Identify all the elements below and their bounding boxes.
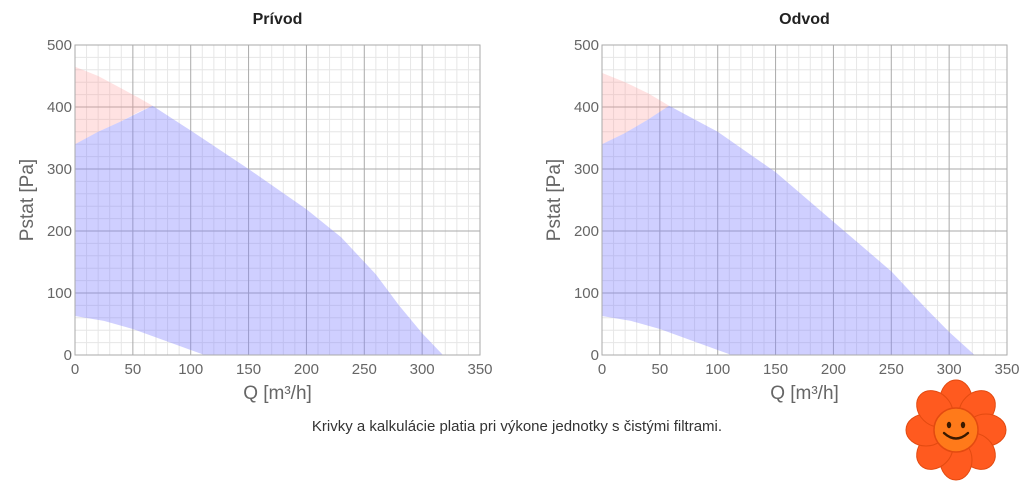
chart-title: Prívod (253, 11, 303, 28)
y-tick-label: 400 (47, 99, 72, 116)
x-tick-label: 100 (705, 361, 730, 378)
x-tick-label: 100 (178, 361, 203, 378)
smiling-flower-icon (905, 379, 1007, 481)
operating-area (602, 105, 975, 355)
y-tick-label: 500 (47, 37, 72, 54)
limit-area (602, 72, 670, 145)
x-tick-label: 200 (821, 361, 846, 378)
limit-area (75, 66, 153, 145)
y-tick-label: 0 (591, 347, 599, 364)
footnote-text: Krivky a kalkulácie platia pri výkone je… (311, 418, 723, 435)
plot-frame (601, 44, 1008, 356)
operating-area (75, 105, 443, 355)
x-tick-label: 150 (236, 361, 261, 378)
chart-odvod: 0 50 100 150 200 250 300 350 0 100 200 300 400 500 Odv… (544, 11, 1020, 404)
x-tick-label: 0 (598, 361, 606, 378)
y-tick-label: 300 (574, 161, 599, 178)
x-tick-label: 250 (879, 361, 904, 378)
x-tick-label: 50 (652, 361, 669, 378)
x-tick-label: 350 (994, 361, 1019, 378)
y-tick-label: 400 (574, 99, 599, 116)
x-tick-label: 150 (763, 361, 788, 378)
x-tick-label: 250 (352, 361, 377, 378)
x-axis-label: Q [m³/h] (770, 383, 839, 404)
y-tick-label: 200 (47, 223, 72, 240)
x-tick-label: 0 (71, 361, 79, 378)
chart-title: Odvod (779, 11, 830, 28)
y-axis-label: Pstat [Pa] (17, 159, 38, 241)
x-axis-label: Q [m³/h] (243, 383, 312, 404)
x-tick-label: 300 (410, 361, 435, 378)
x-tick-label: 300 (937, 361, 962, 378)
plot-frame (74, 44, 481, 356)
y-tick-label: 500 (574, 37, 599, 54)
y-tick-label: 0 (64, 347, 72, 364)
y-tick-label: 100 (47, 285, 72, 302)
y-tick-label: 100 (574, 285, 599, 302)
y-tick-label: 300 (47, 161, 72, 178)
chart-privod: 0 50 100 150 200 250 300 350 0 100 200 300 400 500 Prí… (17, 11, 493, 404)
x-tick-label: 50 (125, 361, 142, 378)
y-tick-label: 200 (574, 223, 599, 240)
y-axis-label: Pstat [Pa] (544, 159, 565, 241)
x-tick-label: 200 (294, 361, 319, 378)
x-tick-label: 350 (467, 361, 492, 378)
